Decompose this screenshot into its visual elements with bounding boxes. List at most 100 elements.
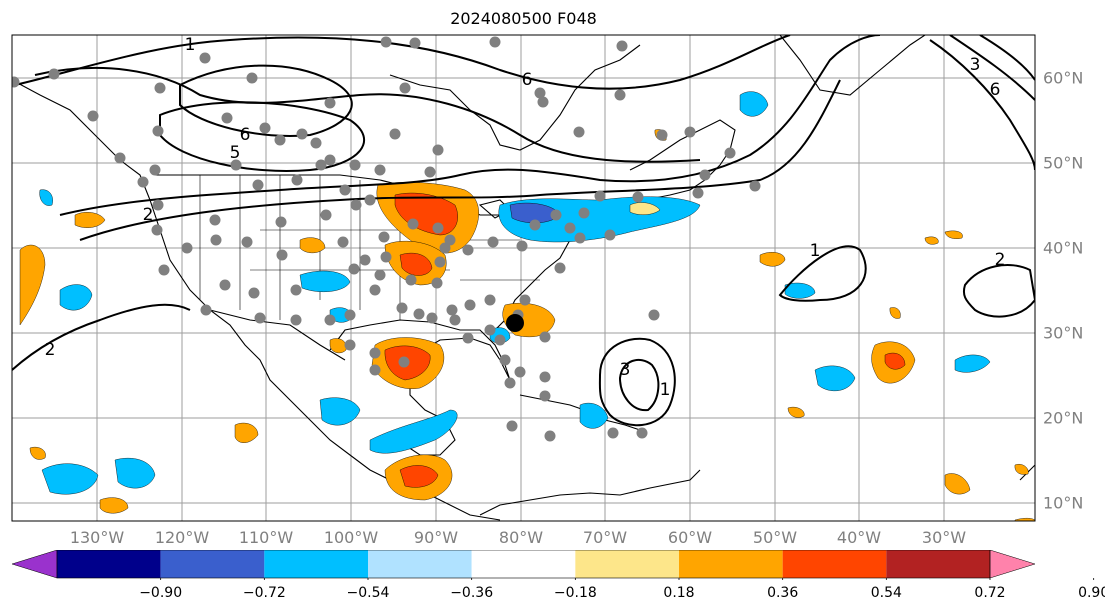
contour-label: 1 — [660, 380, 671, 400]
contour-line — [962, 264, 1035, 318]
colorbar-segment — [471, 550, 576, 578]
longitude-label: 70°W — [582, 528, 628, 547]
station-marker — [350, 199, 362, 211]
colorbar-segment — [57, 550, 161, 578]
station-marker — [344, 309, 356, 321]
longitude-label: 80°W — [498, 528, 544, 547]
contour-line — [59, 35, 881, 216]
station-marker — [149, 164, 161, 176]
station-marker — [684, 126, 696, 138]
station-marker — [516, 240, 528, 252]
station-marker — [656, 129, 668, 141]
station-marker — [324, 154, 336, 166]
anomaly-region — [1014, 518, 1035, 521]
station-marker — [426, 312, 438, 324]
station-marker — [200, 304, 212, 316]
station-marker — [413, 308, 425, 320]
station-marker — [246, 72, 258, 84]
station-marker — [374, 269, 386, 281]
contour-line — [949, 35, 1035, 101]
contour-label: 3 — [620, 360, 631, 380]
station-marker — [574, 232, 586, 244]
colorbar-tick-label: −0.54 — [346, 585, 390, 601]
station-marker — [529, 219, 541, 231]
anomaly-region — [889, 307, 901, 319]
station-marker — [749, 180, 761, 192]
anomaly-region — [739, 91, 769, 117]
station-marker — [484, 294, 496, 306]
station-marker — [484, 324, 496, 336]
anomaly-region — [329, 338, 347, 354]
station-marker — [369, 364, 381, 376]
colorbar-tick-label: 0.90 — [1078, 585, 1105, 601]
station-marker — [230, 159, 242, 171]
station-marker — [607, 427, 619, 439]
station-marker — [275, 216, 287, 228]
anomaly-region — [784, 282, 816, 299]
colorbar-extend-low — [11, 550, 58, 579]
station-marker — [87, 110, 99, 122]
anomaly-region — [399, 252, 433, 276]
longitude-label: 60°W — [667, 528, 713, 547]
station-marker — [432, 144, 444, 156]
station-marker — [48, 68, 60, 80]
station-marker — [431, 277, 443, 289]
station-marker — [137, 176, 149, 188]
latitude-label: 20°N — [1043, 408, 1084, 428]
anomaly-region — [59, 284, 93, 311]
contour-label: 2 — [995, 250, 1006, 270]
station-marker — [604, 229, 616, 241]
station-marker — [152, 199, 164, 211]
anomaly-region — [369, 409, 458, 454]
map-frame — [11, 34, 1036, 522]
station-marker — [337, 236, 349, 248]
anomaly-region — [234, 422, 259, 443]
station-marker — [324, 97, 336, 109]
station-marker — [499, 354, 511, 366]
station-marker — [344, 339, 356, 351]
contour-line — [979, 35, 1035, 81]
station-marker — [462, 244, 474, 256]
station-marker — [210, 234, 222, 246]
contour-line — [929, 39, 1035, 171]
station-marker — [699, 169, 711, 181]
station-marker — [539, 331, 551, 343]
latitude-label: 60°N — [1043, 68, 1084, 88]
station-marker — [506, 420, 518, 432]
contour-line — [598, 337, 676, 427]
station-marker — [407, 218, 419, 230]
contour-label: 3 — [970, 55, 981, 75]
anomaly-region — [579, 402, 609, 429]
station-marker — [151, 224, 163, 236]
station-marker — [489, 36, 501, 48]
contour-label: 6 — [990, 80, 1001, 100]
colorbar-tick-label: 0.18 — [663, 585, 695, 601]
anomaly-region — [884, 352, 906, 370]
station-marker — [389, 128, 401, 140]
station-marker — [396, 302, 408, 314]
contour-line — [12, 303, 191, 371]
station-marker — [534, 87, 546, 99]
latitude-label: 10°N — [1043, 493, 1084, 513]
colorbar-segment — [886, 550, 990, 578]
latitude-label: 40°N — [1043, 238, 1084, 258]
colorbar-tick-label: −0.72 — [242, 585, 286, 601]
anomaly-region — [74, 212, 106, 228]
anomaly-region — [39, 189, 53, 206]
contour-line — [14, 35, 791, 90]
station-marker — [324, 314, 336, 326]
colorbar-segment — [782, 550, 887, 578]
station-marker — [364, 194, 376, 206]
anomaly-region — [954, 354, 991, 373]
station-marker — [219, 279, 231, 291]
colorbar-frame — [56, 550, 991, 579]
station-marker — [594, 190, 606, 202]
colorbar-segment — [160, 550, 265, 578]
station-marker — [564, 222, 576, 234]
contour-line — [778, 245, 867, 302]
station-marker — [539, 371, 551, 383]
station-marker — [199, 52, 211, 64]
station-marker — [152, 125, 164, 137]
contour-label: 1 — [810, 241, 821, 261]
longitude-label: 120°W — [154, 528, 210, 547]
